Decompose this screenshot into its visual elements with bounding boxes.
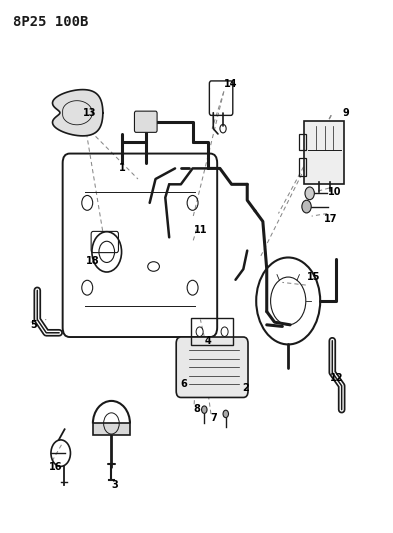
Circle shape <box>223 410 228 418</box>
Text: 15: 15 <box>307 272 320 282</box>
Text: 14: 14 <box>224 78 238 88</box>
Text: 3: 3 <box>111 480 118 490</box>
Text: 12: 12 <box>329 373 343 383</box>
Text: 5: 5 <box>30 320 37 330</box>
FancyBboxPatch shape <box>134 111 157 132</box>
Text: 13: 13 <box>83 108 96 118</box>
Text: 4: 4 <box>205 336 211 346</box>
FancyBboxPatch shape <box>176 337 248 398</box>
Text: 11: 11 <box>194 225 207 236</box>
Text: 17: 17 <box>324 214 338 224</box>
Text: 1: 1 <box>119 164 126 173</box>
Text: 7: 7 <box>211 413 217 423</box>
Circle shape <box>202 406 207 414</box>
Text: 6: 6 <box>180 379 187 389</box>
Text: 16: 16 <box>48 462 62 472</box>
Text: 8: 8 <box>194 403 201 414</box>
Bar <box>299 158 306 176</box>
FancyBboxPatch shape <box>304 121 344 184</box>
Polygon shape <box>53 90 103 136</box>
Text: 9: 9 <box>342 108 349 118</box>
Bar <box>299 134 306 150</box>
Bar <box>93 423 130 435</box>
Text: 2: 2 <box>242 383 249 393</box>
Circle shape <box>302 200 311 213</box>
Circle shape <box>305 187 314 200</box>
Text: 8P25 100B: 8P25 100B <box>13 14 88 29</box>
Text: 10: 10 <box>328 187 342 197</box>
Text: 18: 18 <box>86 256 100 266</box>
